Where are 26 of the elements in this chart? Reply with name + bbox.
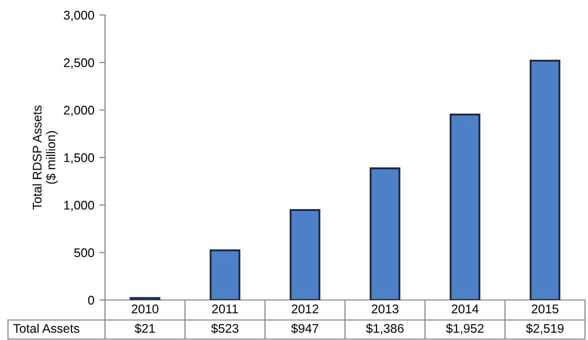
bar xyxy=(210,249,240,300)
x-tick-label: 2010 xyxy=(132,304,158,314)
y-axis-title: Total RDSP Assets ($ million) xyxy=(32,106,58,210)
bar xyxy=(370,167,400,300)
x-tick-label: 2011 xyxy=(212,304,238,314)
y-tick-label: 3,000 xyxy=(64,10,94,22)
bar xyxy=(290,209,320,300)
bar xyxy=(530,60,560,300)
data-label: $1,952 xyxy=(446,323,484,334)
bar xyxy=(450,114,480,300)
y-tick-label: 1,000 xyxy=(64,200,94,212)
y-tick-label: 0 xyxy=(88,296,94,305)
text: Total Assets xyxy=(13,324,80,333)
data-label: $523 xyxy=(211,323,238,334)
data-label: $21 xyxy=(134,323,155,334)
y-tick-label: 500 xyxy=(74,248,94,258)
y-tick-label: 2,000 xyxy=(64,106,94,116)
x-tick-label: 2015 xyxy=(532,304,558,314)
x-tick-label: 2014 xyxy=(452,304,479,314)
y-tick-label: 2,500 xyxy=(64,58,94,69)
y-tick-label: 1,500 xyxy=(64,153,94,164)
data-label: $2,519 xyxy=(526,323,564,334)
data-label: $947 xyxy=(291,323,318,334)
x-tick-label: 2013 xyxy=(372,304,398,314)
data-label: $1,386 xyxy=(366,323,404,334)
x-tick-label: 2012 xyxy=(292,304,318,314)
